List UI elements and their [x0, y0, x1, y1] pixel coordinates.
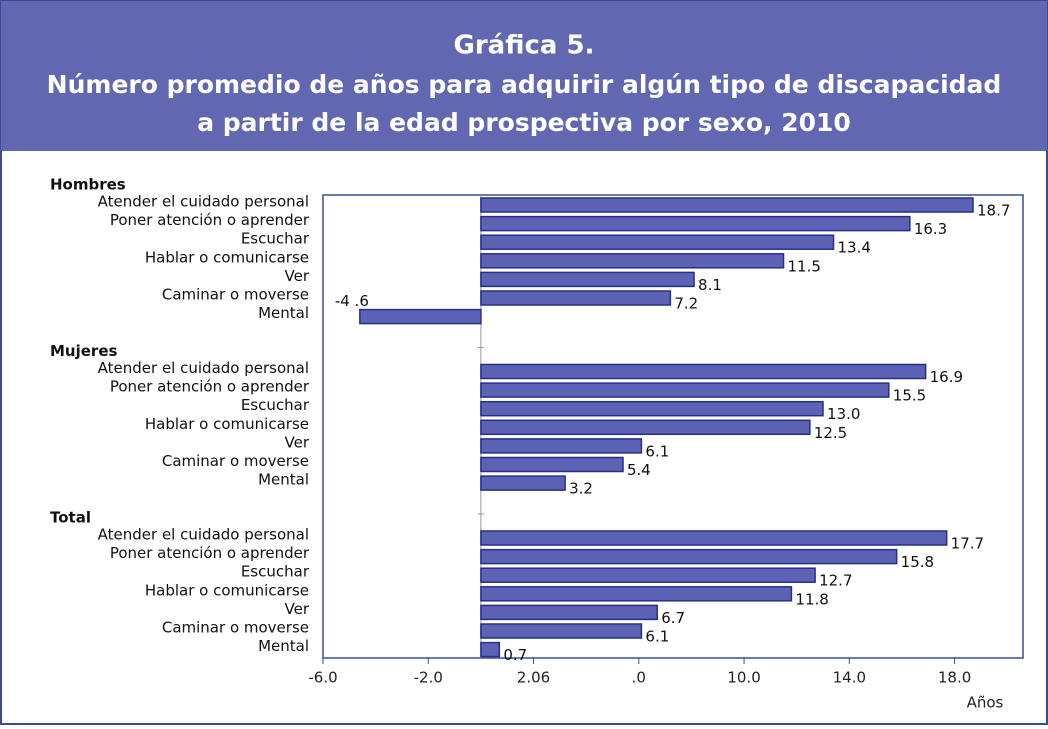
- bar: [480, 253, 785, 269]
- x-tick-label: -2.0: [414, 669, 443, 687]
- chart-title: Número promedio de años para adquirir al…: [47, 70, 1002, 99]
- x-tick-label: 10.0: [727, 669, 760, 687]
- value-label: 0.7: [503, 646, 527, 664]
- category-label: Ver: [285, 433, 310, 451]
- bar: [480, 234, 835, 250]
- category-label: Escuchar: [241, 563, 310, 581]
- x-tick-label: 2.06: [517, 669, 550, 687]
- value-label: -4 .6: [335, 292, 369, 310]
- category-label: Atender el cuidado personal: [98, 359, 309, 377]
- bar: [480, 567, 816, 583]
- category-label: Atender el cuidado personal: [98, 526, 309, 544]
- category-label: Hablar o comunicarse: [145, 581, 309, 599]
- value-label: 16.9: [930, 368, 963, 386]
- bar: [359, 308, 482, 325]
- bar: [480, 475, 566, 491]
- category-label: Mental: [258, 637, 309, 655]
- value-label: 12.7: [819, 572, 852, 590]
- value-label: 7.2: [674, 295, 698, 313]
- value-label: 17.7: [951, 535, 984, 553]
- group-label: Total: [50, 509, 91, 527]
- category-label: Caminar o moverse: [162, 619, 309, 637]
- value-label: 13.4: [838, 239, 871, 257]
- x-tick-label: 18.0: [938, 669, 971, 687]
- value-label: 3.2: [569, 480, 593, 498]
- value-label: 11.8: [795, 590, 828, 608]
- bar: [480, 290, 672, 306]
- value-label: 8.1: [698, 276, 722, 294]
- chart-title: Gráfica 5.: [454, 31, 595, 61]
- x-axis-label: Años: [967, 694, 1004, 712]
- category-label: Ver: [285, 267, 310, 285]
- category-label: Poner atención o aprender: [110, 544, 310, 562]
- bar: [480, 419, 811, 436]
- x-tick-label: .0: [632, 669, 646, 687]
- bar: [480, 623, 643, 639]
- header-band: [1, 1, 1047, 151]
- group-label: Mujeres: [50, 342, 117, 360]
- group-label: Hombres: [50, 176, 126, 194]
- x-tick-label: 14.0: [833, 669, 866, 687]
- chart-title: a partir de la edad prospectiva por sexo…: [197, 108, 851, 137]
- category-label: Ver: [285, 600, 310, 618]
- value-label: 6.1: [645, 442, 669, 460]
- category-label: Atender el cuidado personal: [98, 193, 309, 211]
- bar: [480, 400, 824, 417]
- value-label: 15.5: [893, 387, 926, 405]
- value-label: 16.3: [914, 220, 947, 238]
- value-label: 5.4: [627, 461, 651, 479]
- bar: [480, 586, 793, 602]
- bar: [480, 456, 624, 473]
- plot-area: [322, 194, 1024, 659]
- bar: [480, 363, 927, 380]
- bar: [480, 197, 974, 213]
- value-label: 12.5: [814, 424, 847, 442]
- bar: [480, 641, 501, 658]
- bar: [480, 548, 898, 565]
- category-label: Hablar o comunicarse: [145, 248, 309, 266]
- category-label: Caminar o moverse: [162, 452, 309, 470]
- category-label: Escuchar: [241, 396, 310, 414]
- x-tick-label: -6.0: [308, 669, 337, 687]
- category-label: Mental: [258, 471, 309, 489]
- value-label: 6.7: [661, 609, 685, 627]
- bar: [480, 530, 948, 546]
- category-label: Caminar o moverse: [162, 286, 309, 304]
- bar: [480, 271, 695, 288]
- category-label: Poner atención o aprender: [110, 211, 310, 229]
- bar: [480, 604, 658, 621]
- value-label: 18.7: [977, 202, 1010, 220]
- value-label: 13.0: [827, 405, 860, 423]
- bar: [480, 382, 890, 398]
- bar: [480, 438, 643, 454]
- category-label: Hablar o comunicarse: [145, 415, 309, 433]
- value-label: 11.5: [788, 257, 821, 275]
- bar: [480, 215, 911, 232]
- value-label: 15.8: [901, 553, 934, 571]
- category-label: Mental: [258, 304, 309, 322]
- category-label: Escuchar: [241, 230, 310, 248]
- category-label: Poner atención o aprender: [110, 378, 310, 396]
- value-label: 6.1: [645, 628, 669, 646]
